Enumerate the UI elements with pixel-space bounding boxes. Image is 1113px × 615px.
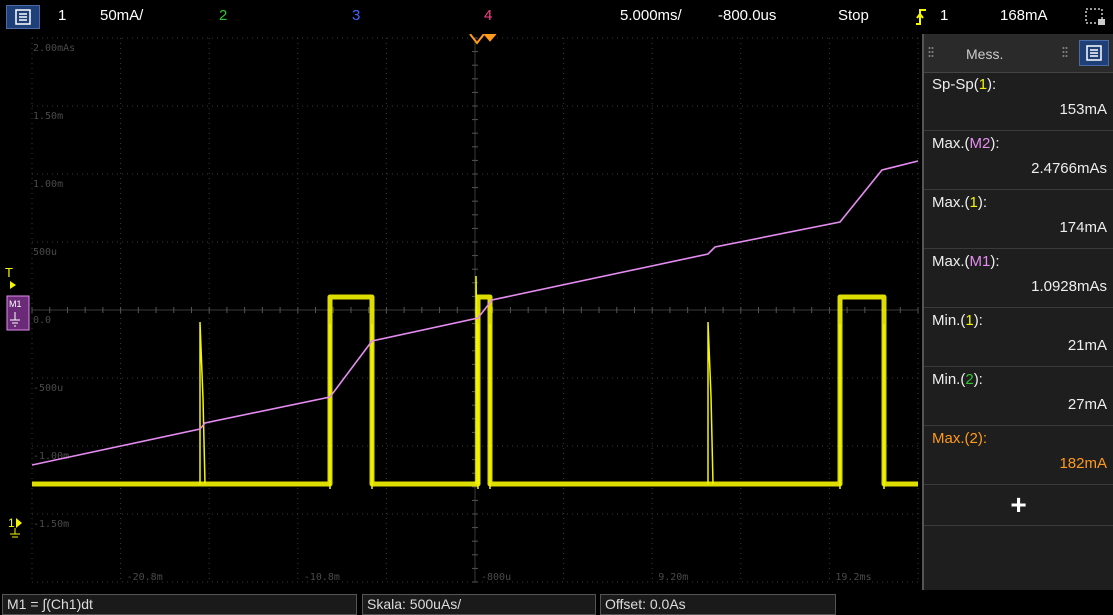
status-bar: 1 50mA/ 2 3 4 5.000ms/ -800.0us Stop 1 1… [0,0,1113,34]
panel-menu-button[interactable] [1079,40,1109,66]
measurement-row[interactable]: Min.(2): 27mA [924,367,1113,426]
ch4-label[interactable]: 4 [484,7,492,24]
measurement-row[interactable]: Sp-Sp(1): 153mA [924,72,1113,131]
measurement-row[interactable]: Max.(2): 182mA [924,426,1113,485]
timebase[interactable]: 5.000ms/ [620,7,682,24]
ch1-scale[interactable]: 50mA/ [100,7,143,24]
x-axis-label: 9.20m [658,572,688,583]
x-axis-label: 19.2ms [835,572,871,583]
y-axis-label: 2.00mAs [33,43,75,54]
math-offset[interactable]: Offset: 0.0As [600,594,836,615]
zoom-icon[interactable] [1084,6,1108,28]
math-scale[interactable]: Skala: 500uAs/ [362,594,596,615]
math-marker-label: M1 [9,299,22,309]
y-axis-label: -1.50m [33,519,69,530]
ch2-label[interactable]: 2 [219,7,227,24]
run-state[interactable]: Stop [838,7,869,24]
y-axis-label: 1.00m [33,179,63,190]
x-axis-label: -10.8m [304,572,340,583]
ch1-ground-marker[interactable]: 1 [8,516,15,530]
y-axis-label: 500u [33,247,57,258]
measurement-row[interactable]: Min.(1): 21mA [924,308,1113,367]
measurement-value: 27mA [1068,396,1107,413]
measurement-label: Max.(2): [932,430,987,447]
time-delay[interactable]: -800.0us [718,7,776,24]
drag-handle-icon[interactable] [928,46,934,58]
measurements-panel: Mess. Sp-Sp(1): 153mA Max.(M2): 2.4766mAs Ma… [922,34,1113,590]
waveform-display[interactable]: 2.00mAs 1.50m 1.00m 500u 0.0 -500u -1.00m -1.50… [0,34,922,590]
measurement-value: 21mA [1068,337,1107,354]
measurement-value: 1.0928mAs [1031,278,1107,295]
measurement-label: Max.(1): [932,194,987,211]
main-menu-button[interactable] [6,5,40,29]
measurement-value: 2.4766mAs [1031,160,1107,177]
math-definition[interactable]: M1 = ∫(Ch1)dt [2,594,357,615]
measurement-label: Min.(1): [932,312,983,329]
math-info-bar: M1 = ∫(Ch1)dt Skala: 500uAs/ Offset: 0.0… [0,594,1113,615]
y-axis-label: -500u [33,383,63,394]
trigger-source[interactable]: 1 [940,7,948,24]
menu-icon [1086,45,1102,61]
ch3-label[interactable]: 3 [352,7,360,24]
ch1-spikes [200,276,884,489]
x-axis-label: -800u [481,572,511,583]
trigger-edge-icon [914,8,928,26]
trigger-level-marker[interactable]: T [5,265,13,280]
measurement-value: 153mA [1059,101,1107,118]
graticule [32,38,918,582]
measurement-label: Max.(M1): [932,253,1000,270]
measurement-value: 182mA [1059,455,1107,472]
measurement-row[interactable]: Max.(M1): 1.0928mAs [924,249,1113,308]
y-axis-label: 1.50m [33,111,63,122]
add-measurement-button[interactable]: + [924,485,1113,526]
y-axis-label: 0.0 [33,315,51,326]
menu-icon [15,9,31,25]
tab-measurements[interactable]: Mess. [966,46,1003,62]
measurement-label: Min.(2): [932,371,983,388]
measurement-label: Sp-Sp(1): [932,76,996,93]
panel-header: Mess. [924,34,1113,73]
x-axis-label: -20.8m [127,572,163,583]
measurement-row[interactable]: Max.(M2): 2.4766mAs [924,131,1113,190]
drag-handle-icon[interactable] [1062,46,1068,58]
trigger-level[interactable]: 168mA [1000,7,1048,24]
ch1-label[interactable]: 1 [58,7,66,24]
measurement-value: 174mA [1059,219,1107,236]
measurement-label: Max.(M2): [932,135,1000,152]
measurement-row[interactable]: Max.(1): 174mA [924,190,1113,249]
